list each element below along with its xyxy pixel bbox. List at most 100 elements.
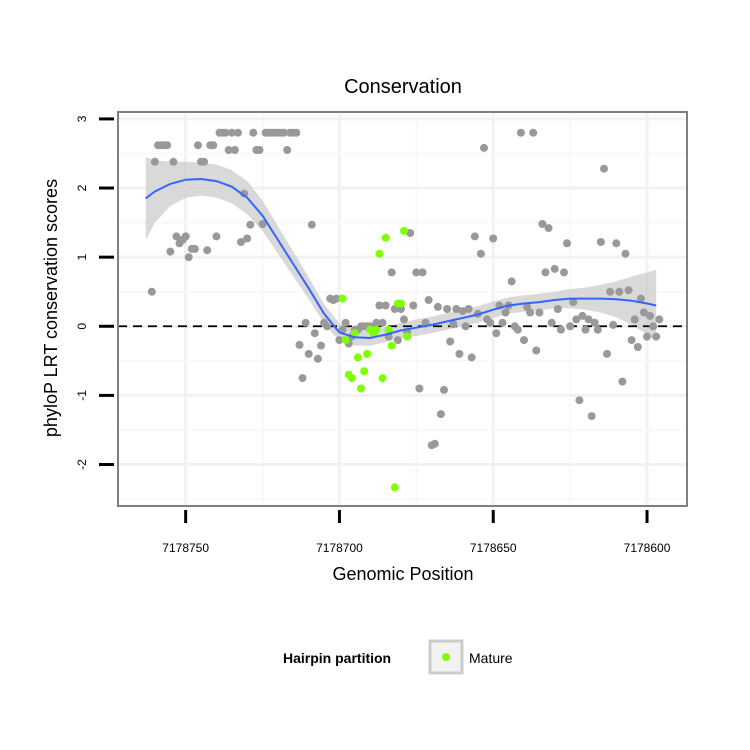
other-point bbox=[520, 336, 528, 345]
other-point bbox=[295, 340, 304, 349]
smooth-trend-line bbox=[145, 177, 657, 340]
other-point bbox=[234, 128, 242, 137]
other-point bbox=[200, 157, 209, 166]
plot-area bbox=[117, 111, 688, 507]
x-tick-label: 7178700 bbox=[316, 541, 363, 555]
other-point bbox=[452, 305, 461, 313]
other-point bbox=[255, 146, 264, 154]
other-point bbox=[538, 220, 547, 228]
other-point bbox=[526, 308, 535, 317]
other-point bbox=[587, 412, 596, 421]
other-point bbox=[581, 325, 590, 334]
other-point bbox=[409, 301, 418, 310]
other-point bbox=[212, 232, 221, 241]
other-point bbox=[415, 384, 424, 393]
other-point bbox=[486, 318, 495, 327]
other-point bbox=[169, 157, 178, 166]
other-point bbox=[280, 128, 289, 137]
other-point bbox=[590, 318, 599, 327]
other-point bbox=[243, 234, 252, 243]
other-point bbox=[166, 247, 175, 256]
other-point bbox=[298, 374, 307, 383]
other-point bbox=[190, 244, 199, 253]
mature-point bbox=[400, 226, 408, 235]
other-point bbox=[375, 301, 384, 310]
other-point bbox=[584, 315, 593, 324]
other-point bbox=[150, 157, 159, 166]
mature-point bbox=[384, 325, 393, 334]
mature-point bbox=[347, 374, 356, 383]
legend: Hairpin partition Mature bbox=[283, 639, 513, 675]
other-point bbox=[550, 264, 559, 273]
other-point bbox=[455, 349, 464, 358]
other-point bbox=[172, 232, 181, 241]
other-point bbox=[600, 164, 608, 173]
other-point bbox=[304, 349, 313, 358]
mature-point bbox=[381, 233, 390, 242]
mature-point bbox=[397, 299, 405, 308]
y-tick-label: 3 bbox=[75, 115, 89, 122]
legend-mature-marker bbox=[442, 653, 450, 661]
other-point bbox=[406, 229, 415, 237]
other-point bbox=[649, 322, 658, 331]
other-point bbox=[501, 308, 510, 317]
other-point bbox=[578, 311, 587, 320]
other-point bbox=[467, 353, 476, 362]
other-point bbox=[639, 308, 648, 317]
other-point bbox=[249, 128, 258, 137]
other-point bbox=[372, 318, 381, 327]
other-point bbox=[630, 315, 639, 324]
mature-point bbox=[403, 332, 412, 341]
other-point bbox=[606, 287, 615, 296]
other-point bbox=[489, 234, 498, 243]
other-point bbox=[627, 336, 636, 345]
mature-point bbox=[378, 374, 387, 383]
mature-point bbox=[357, 384, 365, 393]
other-point bbox=[332, 294, 341, 303]
other-point bbox=[310, 329, 319, 338]
legend-title: Hairpin partition bbox=[283, 650, 391, 666]
mature-point bbox=[341, 336, 350, 345]
other-point bbox=[338, 325, 347, 334]
other-point bbox=[440, 385, 448, 394]
plot-border bbox=[117, 111, 688, 507]
other-point bbox=[393, 336, 402, 345]
other-point bbox=[323, 322, 332, 331]
other-point bbox=[433, 302, 442, 311]
other-point bbox=[224, 146, 233, 154]
other-point bbox=[535, 308, 544, 317]
other-point bbox=[529, 128, 538, 137]
other-point bbox=[194, 141, 202, 150]
mature-point bbox=[387, 341, 396, 350]
other-point bbox=[507, 277, 516, 286]
other-point bbox=[492, 329, 501, 338]
other-point bbox=[418, 268, 427, 277]
other-point bbox=[283, 146, 292, 154]
other-point bbox=[335, 336, 344, 345]
other-point bbox=[237, 238, 245, 246]
other-point bbox=[461, 322, 470, 331]
other-point bbox=[609, 320, 618, 329]
y-axis-label: phyloP LRT conservation scores bbox=[41, 179, 61, 437]
other-point bbox=[636, 294, 645, 303]
other-point bbox=[221, 128, 230, 137]
other-point bbox=[258, 220, 267, 228]
other-point bbox=[541, 268, 550, 277]
x-axis: 7178750 7178700 7178650 7178600 bbox=[162, 510, 671, 555]
mature-point bbox=[360, 367, 369, 376]
mature-point bbox=[353, 353, 362, 362]
other-point bbox=[593, 325, 602, 334]
other-point bbox=[341, 318, 350, 327]
other-point bbox=[596, 238, 605, 246]
data-points bbox=[147, 128, 664, 492]
y-axis: -2 -1 0 1 2 3 bbox=[75, 115, 114, 470]
other-point bbox=[313, 354, 322, 363]
other-point bbox=[655, 315, 664, 324]
other-point bbox=[147, 287, 156, 296]
other-point bbox=[464, 305, 473, 313]
other-point bbox=[618, 377, 627, 386]
chart-title: Conservation bbox=[344, 76, 462, 98]
confidence-band bbox=[145, 156, 657, 346]
other-point bbox=[400, 315, 408, 324]
